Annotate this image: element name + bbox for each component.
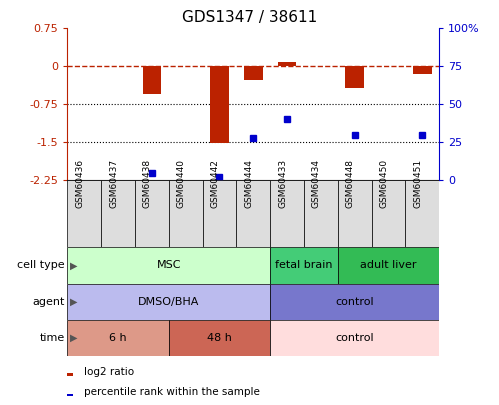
- Text: GSM60436: GSM60436: [75, 159, 84, 208]
- Bar: [169, 180, 203, 247]
- Text: MSC: MSC: [157, 260, 181, 270]
- Text: GSM60448: GSM60448: [346, 159, 355, 208]
- Bar: [67, 373, 73, 376]
- Text: 48 h: 48 h: [207, 333, 232, 343]
- Text: log2 ratio: log2 ratio: [84, 367, 134, 377]
- Bar: [304, 180, 338, 247]
- Text: ▶: ▶: [70, 333, 77, 343]
- Bar: [270, 320, 439, 356]
- Text: control: control: [335, 333, 374, 343]
- Bar: [372, 180, 405, 247]
- Text: GSM60444: GSM60444: [244, 159, 253, 208]
- Text: adult liver: adult liver: [360, 260, 417, 270]
- Bar: [135, 180, 169, 247]
- Bar: [67, 284, 270, 320]
- Text: DMSO/BHA: DMSO/BHA: [138, 297, 200, 307]
- Bar: [67, 180, 101, 247]
- Text: ▶: ▶: [70, 297, 77, 307]
- Bar: [270, 180, 304, 247]
- Bar: [338, 180, 372, 247]
- Text: GSM60438: GSM60438: [143, 159, 152, 208]
- Text: fetal brain: fetal brain: [275, 260, 333, 270]
- Bar: [270, 284, 439, 320]
- Text: GSM60434: GSM60434: [312, 159, 321, 208]
- Bar: [67, 247, 270, 284]
- Text: GSM60451: GSM60451: [413, 159, 422, 208]
- Text: agent: agent: [32, 297, 65, 307]
- Bar: [143, 66, 161, 94]
- Text: control: control: [335, 297, 374, 307]
- Bar: [270, 247, 338, 284]
- Text: GSM60450: GSM60450: [379, 159, 388, 208]
- Text: time: time: [39, 333, 65, 343]
- Bar: [210, 66, 229, 143]
- Bar: [169, 320, 270, 356]
- Bar: [237, 180, 270, 247]
- Bar: [203, 180, 237, 247]
- Bar: [345, 66, 364, 87]
- Bar: [67, 394, 73, 396]
- Text: percentile rank within the sample: percentile rank within the sample: [84, 387, 260, 397]
- Bar: [67, 320, 169, 356]
- Text: GDS1347 / 38611: GDS1347 / 38611: [182, 10, 317, 25]
- Bar: [278, 62, 296, 66]
- Text: ▶: ▶: [70, 260, 77, 270]
- Bar: [244, 66, 262, 81]
- Text: GSM60433: GSM60433: [278, 159, 287, 208]
- Bar: [413, 66, 432, 74]
- Bar: [101, 180, 135, 247]
- Text: 6 h: 6 h: [109, 333, 127, 343]
- Text: cell type: cell type: [17, 260, 65, 270]
- Bar: [405, 180, 439, 247]
- Text: GSM60440: GSM60440: [177, 159, 186, 208]
- Text: GSM60437: GSM60437: [109, 159, 118, 208]
- Bar: [338, 247, 439, 284]
- Text: GSM60442: GSM60442: [211, 159, 220, 208]
